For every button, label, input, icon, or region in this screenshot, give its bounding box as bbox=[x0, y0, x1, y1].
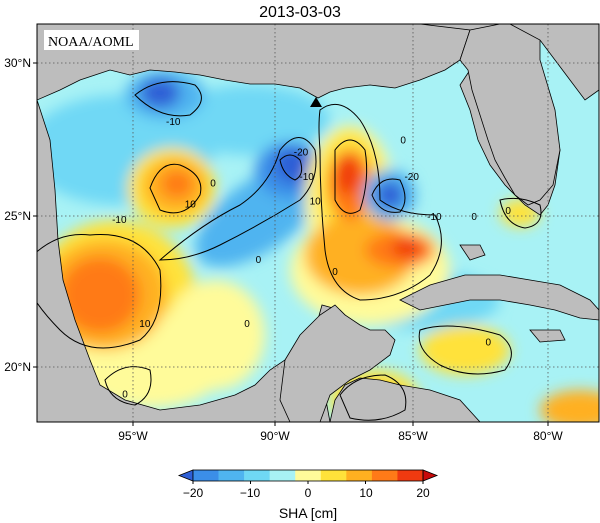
contour-label: 0 bbox=[244, 319, 250, 330]
credit-box: NOAA/AOML bbox=[44, 30, 139, 50]
colorbar-min-arrow bbox=[177, 469, 194, 482]
land-east-coast bbox=[509, 24, 599, 101]
land bbox=[37, 24, 599, 422]
colorbar-segment bbox=[295, 470, 322, 481]
contour-label: -10 bbox=[166, 117, 181, 128]
contour-label: -10 bbox=[112, 215, 127, 226]
station-marker bbox=[310, 97, 322, 107]
contour-label: 0 bbox=[505, 206, 511, 217]
colorbar-segment bbox=[218, 470, 245, 481]
colorbar-segment bbox=[346, 470, 373, 481]
land-yucatan bbox=[279, 304, 396, 422]
sha-field bbox=[37, 70, 599, 422]
land-cuba bbox=[399, 274, 599, 321]
credit-label: NOAA/AOML bbox=[48, 35, 134, 50]
lat-ticks bbox=[33, 62, 37, 368]
contour-label: 0 bbox=[486, 337, 492, 348]
lon-tick-85w: 85°W bbox=[398, 429, 428, 443]
contour-label: 0 bbox=[400, 135, 406, 146]
contour-label: 10 bbox=[139, 319, 151, 330]
graticule bbox=[37, 24, 599, 422]
land-islands bbox=[459, 244, 566, 343]
lat-tick-20n: 20°N bbox=[4, 360, 31, 374]
contours bbox=[37, 81, 542, 421]
colorbar-segment bbox=[397, 470, 424, 481]
plot-area: -10 -20 10 0 0 0 -10 10 0 -10 10 0 -20 -10 0 0 0 0 bbox=[37, 24, 599, 422]
lon-tick-90w: 90°W bbox=[260, 429, 290, 443]
lon-ticks bbox=[132, 422, 549, 426]
colorbar-segment bbox=[193, 470, 219, 481]
lat-tick-30n: 30°N bbox=[4, 56, 31, 70]
contour-label: -10 bbox=[299, 172, 314, 183]
contour-label: 0 bbox=[332, 267, 338, 278]
contour-label: -20 bbox=[294, 148, 309, 159]
lon-tick-95w: 95°W bbox=[118, 429, 148, 443]
map-title: 2013-03-03 bbox=[259, 4, 341, 21]
colorbar-label: SHA [cm] bbox=[279, 505, 337, 521]
lon-tick-80w: 80°W bbox=[533, 429, 563, 443]
contour-label: 0 bbox=[210, 178, 216, 189]
colorbar-segment bbox=[244, 470, 270, 481]
contour-label: -20 bbox=[404, 172, 419, 183]
contour-label: 10 bbox=[185, 200, 197, 211]
contour-label: 0 bbox=[256, 255, 262, 266]
colorbar-tick-neg10: −10 bbox=[240, 486, 261, 500]
colorbar-segment bbox=[371, 470, 398, 481]
lat-tick-25n: 25°N bbox=[4, 209, 31, 223]
contour-labels: -10 -20 10 0 0 0 -10 10 0 -10 10 0 -20 -10 0 0 0 0 bbox=[112, 117, 511, 400]
colorbar bbox=[177, 469, 439, 484]
colorbar-tick-neg20: −20 bbox=[183, 486, 204, 500]
land-florida bbox=[459, 24, 561, 206]
land-central-america bbox=[329, 377, 481, 422]
colorbar-tick-20: 20 bbox=[416, 486, 430, 500]
colorbar-tick-0: 0 bbox=[305, 486, 312, 500]
contour-label: 0 bbox=[122, 390, 128, 401]
contour-label: 0 bbox=[471, 212, 477, 223]
colorbar-tick-10: 10 bbox=[359, 486, 373, 500]
colorbar-segment bbox=[320, 470, 347, 481]
colorbar-max-arrow bbox=[422, 469, 439, 482]
contour-label: 10 bbox=[310, 197, 322, 208]
plot-frame bbox=[36, 23, 600, 423]
contour-label: -10 bbox=[427, 212, 442, 223]
colorbar-segment bbox=[269, 470, 296, 481]
